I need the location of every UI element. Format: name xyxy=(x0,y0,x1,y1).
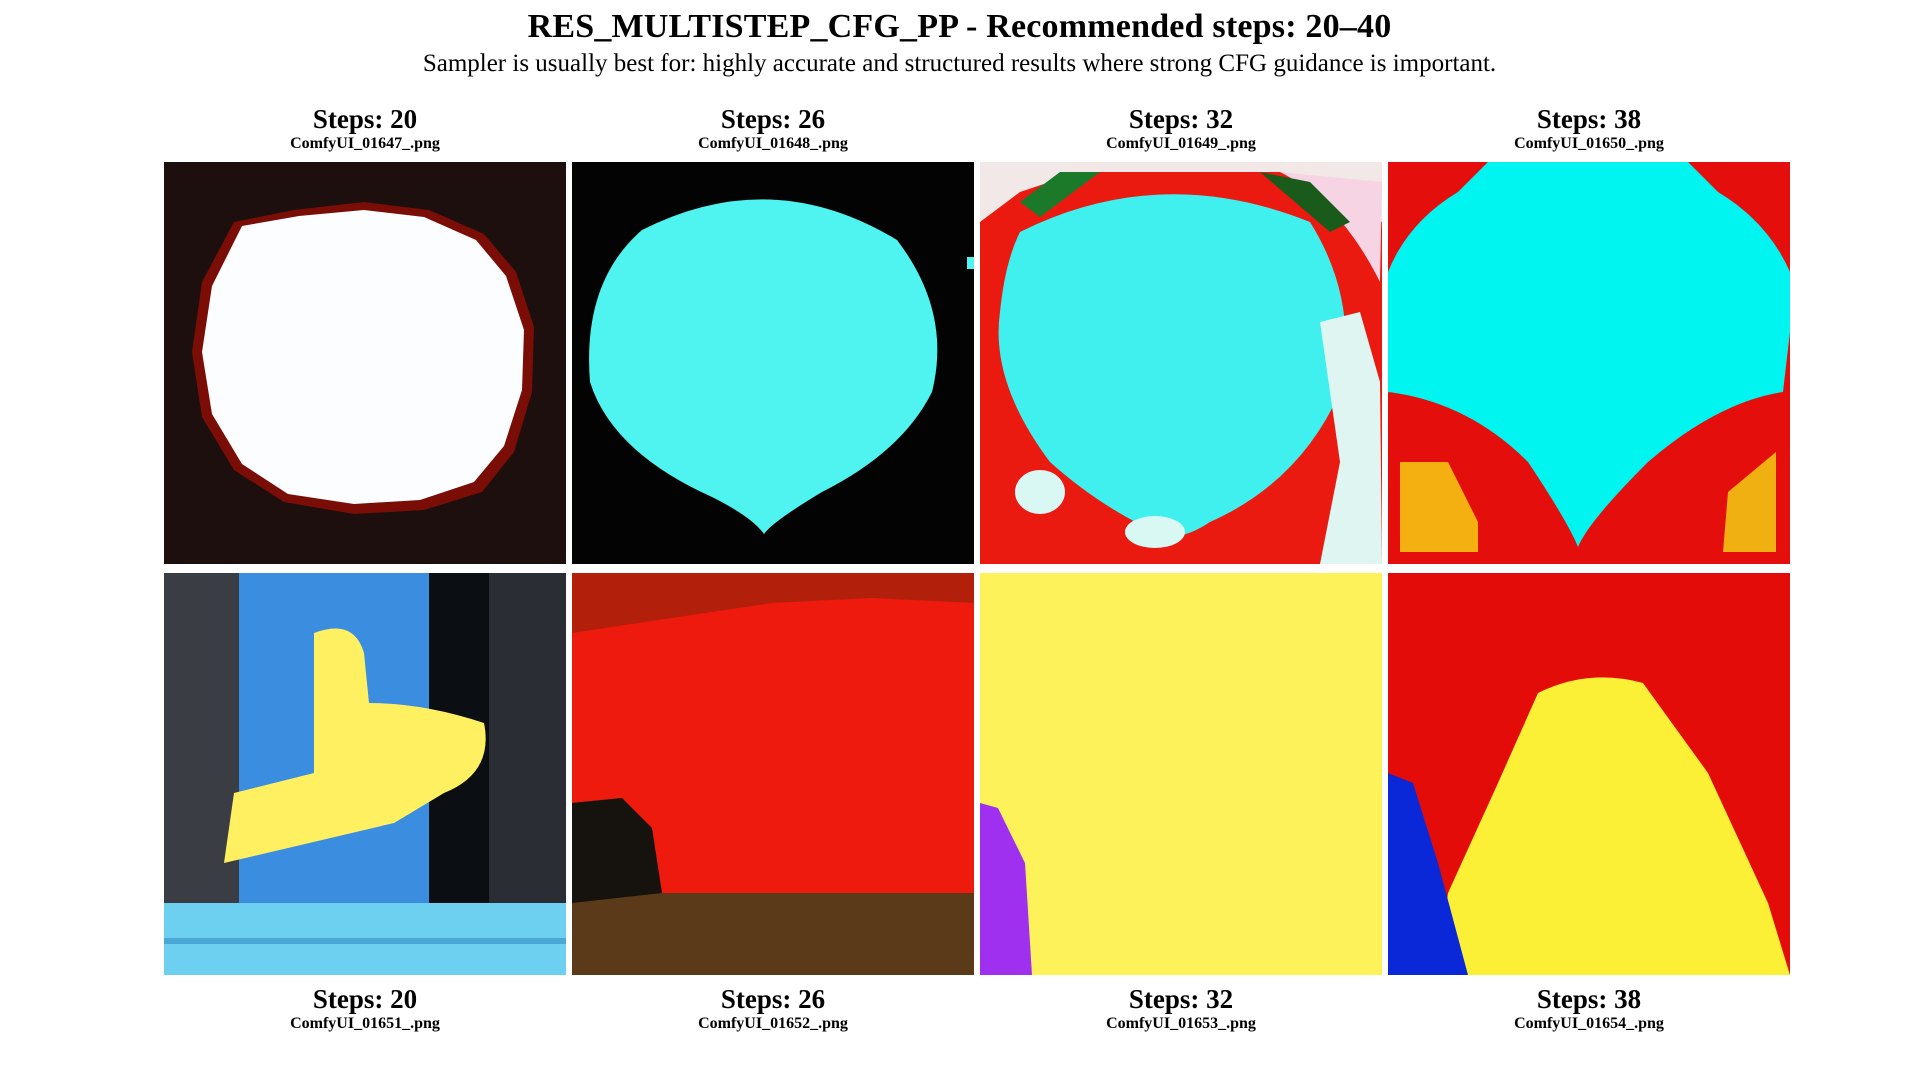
image-01650 xyxy=(1388,162,1790,564)
steps-label: Steps: 26 xyxy=(720,104,826,134)
filename-label: ComfyUI_01651_.png xyxy=(290,1015,440,1032)
filename-label: ComfyUI_01652_.png xyxy=(698,1015,848,1032)
image-01648-art xyxy=(572,162,974,564)
steps-label: Steps: 38 xyxy=(1536,984,1642,1014)
steps-label: Steps: 26 xyxy=(720,984,826,1014)
steps-label: Steps: 32 xyxy=(1128,984,1234,1014)
caption-top-2: Steps: 26 ComfyUI_01648_.png xyxy=(572,104,974,154)
steps-label: Steps: 38 xyxy=(1536,104,1642,134)
image-01647 xyxy=(164,162,566,564)
filename-label: ComfyUI_01653_.png xyxy=(1106,1015,1256,1032)
page-title: RES_MULTISTEP_CFG_PP - Recommended steps… xyxy=(527,8,1392,45)
image-01649 xyxy=(980,162,1382,564)
image-01652 xyxy=(572,573,974,975)
filename-label: ComfyUI_01649_.png xyxy=(1106,135,1256,152)
image-01654 xyxy=(1388,573,1790,975)
image-01651 xyxy=(164,573,566,975)
caption-bottom-1: Steps: 20 ComfyUI_01651_.png xyxy=(164,984,566,1034)
image-01649-art xyxy=(980,162,1382,564)
filename-label: ComfyUI_01650_.png xyxy=(1514,135,1664,152)
page-subtitle: Sampler is usually best for: highly accu… xyxy=(422,50,1497,77)
image-01653 xyxy=(980,573,1382,975)
image-01650-art xyxy=(1388,162,1790,564)
filename-label: ComfyUI_01647_.png xyxy=(290,135,440,152)
filename-label: ComfyUI_01648_.png xyxy=(698,135,848,152)
image-01648 xyxy=(572,162,974,564)
caption-top-3: Steps: 32 ComfyUI_01649_.png xyxy=(980,104,1382,154)
image-01654-art xyxy=(1388,573,1790,975)
caption-top-1: Steps: 20 ComfyUI_01647_.png xyxy=(164,104,566,154)
caption-bottom-4: Steps: 38 ComfyUI_01654_.png xyxy=(1388,984,1790,1034)
image-01653-art xyxy=(980,573,1382,975)
caption-bottom-2: Steps: 26 ComfyUI_01652_.png xyxy=(572,984,974,1034)
steps-label: Steps: 32 xyxy=(1128,104,1234,134)
image-01652-art xyxy=(572,573,974,975)
steps-label: Steps: 20 xyxy=(312,984,418,1014)
filename-label: ComfyUI_01654_.png xyxy=(1514,1015,1664,1032)
image-01651-art xyxy=(164,573,566,975)
image-01647-art xyxy=(164,162,566,564)
caption-top-4: Steps: 38 ComfyUI_01650_.png xyxy=(1388,104,1790,154)
steps-label: Steps: 20 xyxy=(312,104,418,134)
caption-bottom-3: Steps: 32 ComfyUI_01653_.png xyxy=(980,984,1382,1034)
